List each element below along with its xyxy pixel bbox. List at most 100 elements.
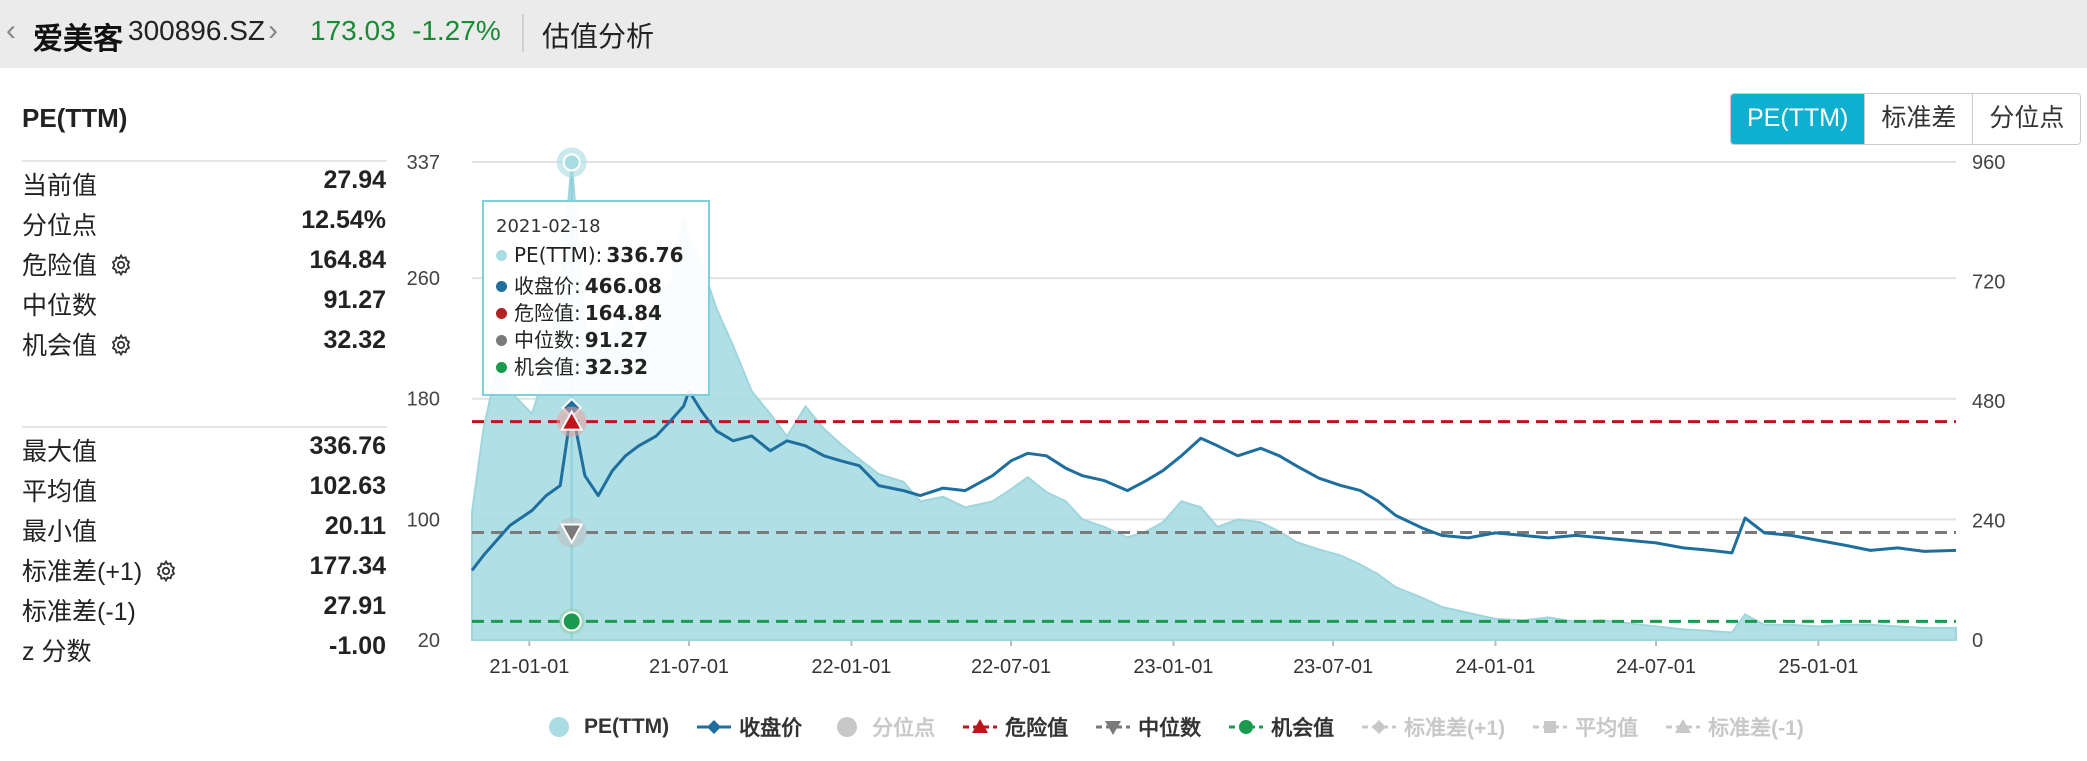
stat-label: 最大值 [22,438,98,466]
toggle-option[interactable]: PE(TTM) [1731,94,1865,144]
settings-gear-icon[interactable] [109,333,133,357]
x-tick-label: 21-07-01 [649,656,729,678]
hover-point-danger [559,409,584,431]
y-tick-label: 180 [407,389,440,411]
legend-item[interactable]: 中位数 [1094,712,1201,742]
tooltip-value: 32.32 [584,355,649,379]
series-dot-icon [496,308,507,319]
stat-value: 102.63 [309,472,386,500]
x-tick-label: 24-01-01 [1455,656,1535,678]
tooltip-row: PE(TTM): 336.76 [496,243,708,270]
legend-item[interactable]: 平均值 [1531,712,1638,742]
series-dot-icon [496,335,507,346]
back-chevron-icon[interactable]: ‹ [6,14,16,47]
stat-row: 中位数 91.27 [22,286,386,324]
tooltip-value: 91.27 [584,328,649,352]
tooltip-label: 机会值 [514,355,574,379]
stat-label: 最小值 [22,518,98,546]
legend-symbol-icon [837,717,858,737]
toggle-option[interactable]: 标准差 [1864,94,1973,144]
divider [22,160,387,162]
legend-item[interactable]: PE(TTM) [540,715,669,739]
header-divider [522,14,524,52]
y-tick-label: 100 [407,509,440,531]
y2-tick-label: 720 [1972,272,2005,294]
y2-tick-label: 0 [1972,630,1983,652]
stat-value: 27.94 [323,166,386,194]
stat-label: 标准差(+1) [22,552,178,588]
stat-row: 危险值 164.84 [22,246,386,284]
stat-label: 机会值 [22,326,133,362]
x-tick-label: 22-01-01 [811,656,891,678]
legend-symbol-icon [1229,720,1264,734]
x-tick-label: 23-07-01 [1293,656,1373,678]
stat-label: 当前值 [22,172,98,200]
tooltip-label: 中位数 [514,328,574,352]
legend-label: 收盘价 [739,717,803,740]
stat-row: 标准差(-1) 27.91 [22,592,386,630]
legend-label: 机会值 [1271,717,1335,740]
stat-value: 336.76 [309,432,386,460]
stat-value: 20.11 [324,512,386,540]
x-tick-label: 23-01-01 [1133,656,1213,678]
tooltip-label: 危险值 [514,301,574,325]
tooltip-label: 收盘价 [514,274,574,298]
chart-legend: PE(TTM) 收盘价 分位点 危险值 中位数 机会值 标准差(+1) 平均值 标准差(-1) [540,712,1830,742]
settings-gear-icon[interactable] [154,559,178,583]
price-line-series [470,389,1957,572]
legend-symbol-icon [549,717,569,737]
stat-row: 平均值 102.63 [22,472,386,510]
chart-tooltip: 2021-02-18 PE(TTM): 336.76 收盘价: 466.08 危险值: 1… [482,200,710,396]
legend-symbol-icon [697,720,732,734]
legend-item[interactable]: 收盘价 [695,712,802,742]
stock-price: 173.03 [310,15,396,46]
legend-item[interactable]: 机会值 [1227,712,1334,742]
stat-row: 分位点 12.54% [22,206,386,244]
tooltip-value: 466.08 [584,274,662,298]
stat-label: 标准差(-1) [22,598,136,626]
legend-item[interactable]: 标准差(-1) [1664,712,1804,742]
legend-item[interactable]: 危险值 [961,712,1068,742]
stat-value: 12.54% [301,206,386,234]
stat-row: 最大值 336.76 [22,432,386,470]
stat-value: -1.00 [329,632,386,660]
hover-point-pe [562,153,581,172]
stat-value: 32.32 [323,326,386,354]
legend-label: 标准差(-1) [1708,717,1804,740]
stat-row: 当前值 27.94 [22,166,386,204]
tooltip-row: 危险值: 164.84 [496,297,708,325]
stock-name: 爱美客 [33,23,123,56]
stat-label: 中位数 [22,292,98,320]
legend-symbol-icon [1362,720,1397,734]
top-header: ‹ 爱美客 300896.SZ › 173.03 -1.27% 估值分析 [0,0,2087,68]
legend-item[interactable]: 标准差(+1) [1360,712,1505,742]
legend-symbol-icon [1533,721,1568,733]
stat-value: 164.84 [309,246,386,274]
tooltip-label: PE(TTM) [514,243,596,267]
legend-symbol-icon [1666,719,1701,733]
stat-label: 分位点 [22,212,98,240]
x-tick-label: 25-01-01 [1778,656,1858,678]
stat-label: z 分数 [22,638,92,666]
x-tick-label: 24-07-01 [1616,656,1696,678]
legend-item[interactable]: 分位点 [828,712,935,742]
stat-value: 27.91 [323,592,386,620]
y-tick-label: 20 [418,630,440,652]
toggle-option[interactable]: 分位点 [1972,94,2081,144]
x-tick-label: 21-01-01 [489,656,569,678]
legend-symbol-icon [963,719,998,733]
stat-value: 177.34 [309,552,386,580]
tooltip-value: 336.76 [606,243,684,267]
stat-row: 最小值 20.11 [22,512,386,550]
hover-point-opportunity [561,611,582,632]
y2-tick-label: 960 [1972,152,2005,174]
settings-gear-icon[interactable] [109,253,133,277]
y2-tick-label: 480 [1972,391,2005,413]
legend-label: 平均值 [1575,717,1639,740]
series-dot-icon [496,250,507,261]
tooltip-date: 2021-02-18 [496,216,601,237]
stat-row: 标准差(+1) 177.34 [22,552,386,590]
tooltip-row: 中位数: 91.27 [496,324,708,352]
forward-chevron-icon[interactable]: › [268,14,278,47]
